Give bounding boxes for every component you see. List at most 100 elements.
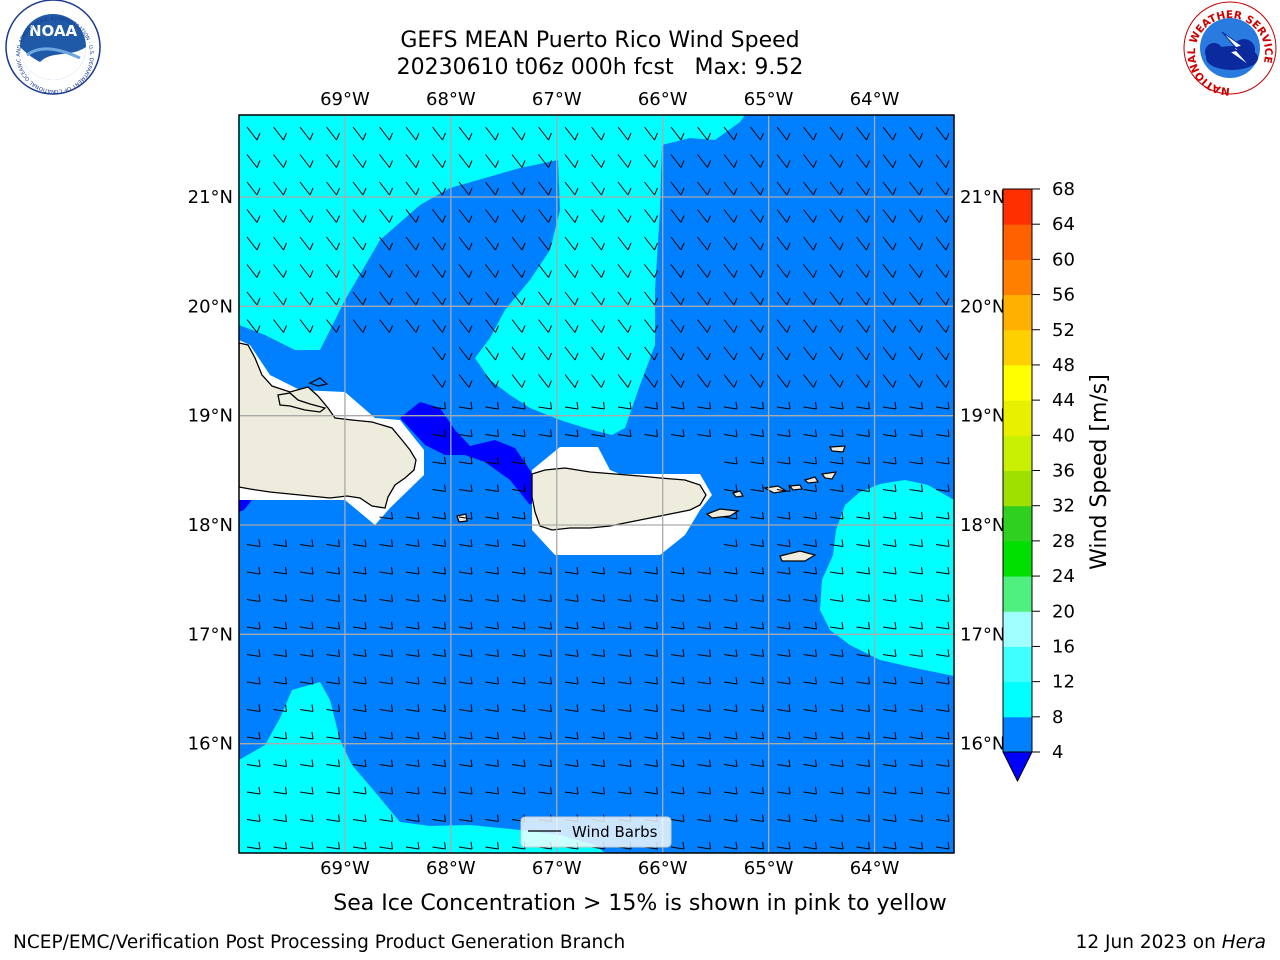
- wind-barb: [379, 759, 393, 767]
- wind-barb: [697, 154, 711, 168]
- wind-barb: [776, 181, 791, 196]
- wind-barb: [485, 814, 499, 822]
- wind-barb: [909, 401, 923, 410]
- wind-barb: [352, 126, 367, 141]
- wind-barb: [246, 676, 261, 685]
- lat-label-right-5: 16°N: [960, 734, 1005, 755]
- wind-barb: [352, 319, 367, 333]
- wind-barb: [856, 511, 870, 520]
- wind-barb: [723, 236, 738, 251]
- wind-barb: [352, 594, 367, 602]
- wind-barb: [617, 264, 632, 278]
- wind-barb: [511, 126, 526, 141]
- wind-barb: [379, 264, 393, 278]
- chart-subtitle: 20230610 t06z 000h fcst Max: 9.52: [396, 55, 804, 80]
- wind-barb: [882, 291, 897, 306]
- wind-barb: [511, 731, 526, 740]
- wind-barb: [485, 841, 499, 850]
- wind-barb: [379, 209, 393, 223]
- wind-barb: [856, 649, 870, 657]
- wind-barb: [882, 511, 897, 520]
- wind-barb: [458, 209, 473, 223]
- wind-barb: [776, 511, 791, 520]
- wind-barb: [432, 841, 446, 850]
- wind-barb: [246, 621, 261, 630]
- chart-title: GEFS MEAN Puerto Rico Wind Speed: [400, 28, 800, 53]
- wind-barb: [803, 704, 817, 712]
- nws-logo: NATIONAL WEATHER SERVICE: [1183, 1, 1277, 97]
- wind-barb: [458, 621, 473, 630]
- land-hispaniola: [239, 342, 417, 509]
- wind-barb: [723, 346, 738, 361]
- wind-barb: [299, 291, 314, 306]
- wind-barb: [803, 401, 817, 410]
- wind-barb: [379, 676, 393, 685]
- wind-barb: [909, 236, 923, 251]
- wind-barb: [352, 236, 367, 251]
- wind-barb: [829, 814, 844, 822]
- wind-barb: [326, 539, 340, 547]
- wind-barb: [856, 401, 870, 410]
- wind-barb: [511, 346, 526, 361]
- wind-barb: [750, 594, 764, 602]
- wind-barb: [882, 456, 897, 465]
- wind-barb: [856, 731, 870, 740]
- wind-barb: [935, 621, 950, 630]
- wind-barb: [299, 594, 314, 602]
- wind-barb: [299, 621, 314, 630]
- wind-barb: [935, 401, 950, 410]
- wind-barb: [458, 841, 473, 850]
- land-small-cay: [829, 445, 846, 453]
- wind-barb: [432, 126, 446, 141]
- lat-label-left-1: 20°N: [188, 296, 233, 317]
- wind-barb: [909, 539, 923, 547]
- wind-barb: [882, 401, 897, 410]
- wind-barb: [326, 264, 340, 278]
- wind-barb: [273, 181, 287, 196]
- wind-barb: [829, 786, 844, 795]
- wind-barb: [326, 704, 340, 712]
- wind-barb: [856, 621, 870, 630]
- wind-barb: [856, 786, 870, 795]
- wind-barb: [935, 786, 950, 795]
- wind-barb: [485, 594, 499, 602]
- wind-barb: [246, 181, 261, 196]
- wind-barb: [670, 346, 685, 361]
- wind-barb: [432, 346, 446, 361]
- wind-barb: [591, 429, 605, 437]
- wind-barb: [829, 731, 844, 740]
- wind-barb: [644, 429, 658, 437]
- wind-barb: [299, 649, 314, 657]
- wind-barb: [697, 429, 711, 437]
- wind-barb: [326, 731, 340, 740]
- wind-barb: [723, 291, 738, 306]
- wind-barb: [485, 236, 499, 251]
- wind-barb: [909, 704, 923, 712]
- lat-label-left-4: 17°N: [188, 624, 233, 645]
- colorbar-block-12-16: [1003, 646, 1032, 683]
- wind-barb: [750, 319, 764, 333]
- wind-barb: [299, 264, 314, 278]
- wind-barb: [909, 621, 923, 630]
- wind-barb: [750, 154, 764, 168]
- wind-barb: [776, 429, 791, 437]
- wind-barb: [458, 346, 473, 361]
- wind-barb: [405, 511, 420, 520]
- wind-barb: [723, 374, 738, 388]
- wind-barb: [617, 181, 632, 196]
- wind-barb: [379, 236, 393, 251]
- wind-barb: [352, 621, 367, 630]
- wind-barb: [909, 594, 923, 602]
- lon-label-bottom-4: 65°W: [744, 858, 794, 879]
- wind-barb: [432, 814, 446, 822]
- wind-barb: [935, 484, 950, 492]
- wind-barb: [750, 401, 764, 410]
- wind-barb: [697, 264, 711, 278]
- map-area[interactable]: Wind Barbs: [239, 115, 954, 853]
- wind-barb: [273, 264, 287, 278]
- wind-barb: [458, 511, 473, 520]
- wind-barb: [882, 429, 897, 437]
- colorbar-block-56-60: [1003, 259, 1032, 296]
- wind-barb: [856, 236, 870, 251]
- wind-barb: [617, 154, 632, 168]
